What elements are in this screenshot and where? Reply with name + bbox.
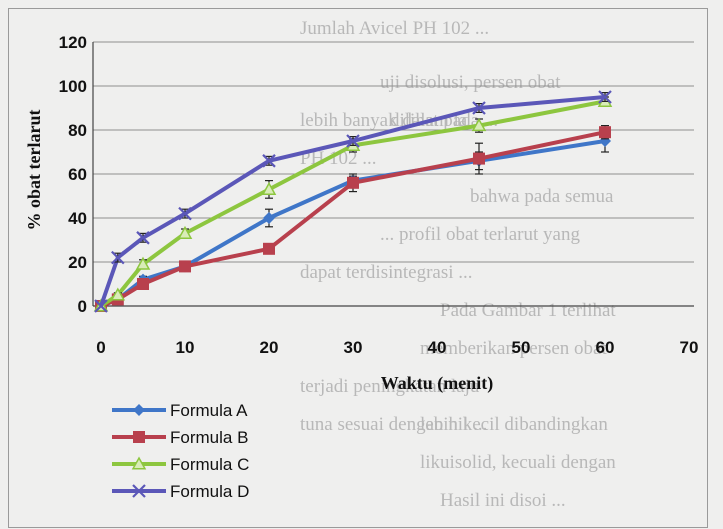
series-line: [99, 95, 606, 307]
y-tick-label: 0: [78, 297, 87, 316]
data-point: [111, 250, 125, 265]
marker-stroke: [178, 206, 192, 221]
x-tick-label: 0: [96, 338, 105, 357]
legend-item: Formula A: [112, 401, 248, 420]
legend-label: Formula C: [170, 455, 249, 474]
marker-stroke: [598, 90, 612, 104]
data-point: [136, 231, 150, 245]
series-group: [93, 90, 613, 313]
legend-item: Formula B: [112, 428, 248, 447]
series-formula-c: [93, 93, 613, 312]
x-tick-label: 10: [176, 338, 195, 357]
y-tick-label: 80: [68, 121, 87, 140]
marker-stroke: [136, 231, 150, 245]
legend-item: Formula D: [112, 482, 249, 501]
legend-marker: [133, 404, 145, 416]
data-point: [178, 206, 192, 221]
data-point: [263, 242, 275, 255]
legend-item: Formula C: [112, 455, 249, 474]
legend-label: Formula A: [170, 401, 248, 420]
x-axis-label: Waktu (menit): [381, 373, 494, 394]
data-point: [472, 101, 486, 115]
data-point: [473, 152, 485, 165]
legend-label: Formula B: [170, 428, 248, 447]
legend-label: Formula D: [170, 482, 249, 501]
marker-stroke: [111, 250, 125, 265]
data-point: [471, 118, 487, 132]
data-point: [598, 90, 612, 104]
marker-stroke: [472, 101, 486, 115]
marker-stroke: [262, 154, 276, 168]
y-tick-label: 100: [59, 77, 87, 96]
x-tick-label: 20: [260, 338, 279, 357]
data-point: [135, 256, 151, 270]
x-tick-label: 50: [512, 338, 531, 357]
data-point: [179, 260, 191, 273]
series-line: [100, 139, 606, 308]
legend-marker: [132, 484, 146, 498]
data-point: [137, 278, 149, 290]
legend-marker: [133, 431, 145, 443]
series-line: [99, 99, 606, 308]
data-point: [599, 126, 611, 139]
y-axis-label: % obat terlarut: [24, 110, 44, 231]
data-point: [261, 181, 277, 195]
x-tick-labels: 0 10 20 30 40 50 60 70: [96, 338, 698, 357]
legend: Formula A Formula B Formula C Formula D: [112, 401, 249, 501]
data-point: [110, 287, 126, 301]
y-tick-label: 20: [68, 253, 87, 272]
x-tick-label: 30: [344, 338, 363, 357]
data-point: [346, 134, 360, 148]
x-tick-label: 70: [680, 338, 699, 357]
data-point: [347, 176, 359, 189]
gridlines: [92, 41, 694, 307]
x-tick-label: 60: [596, 338, 615, 357]
y-tick-labels: 0 20 40 60 80 100 120: [59, 33, 87, 316]
chart-frame: [8, 8, 708, 528]
y-tick-label: 120: [59, 33, 87, 52]
marker-stroke: [94, 299, 108, 313]
data-point: [263, 212, 275, 224]
marker-stroke: [132, 484, 146, 498]
series-formula-d: [94, 90, 612, 313]
x-tick-label: 40: [428, 338, 447, 357]
data-point: [177, 225, 193, 239]
y-tick-label: 60: [68, 165, 87, 184]
marker-stroke: [346, 134, 360, 148]
y-tick-label: 40: [68, 209, 87, 228]
data-point: [94, 299, 108, 313]
legend-marker: [131, 456, 147, 470]
data-point: [262, 154, 276, 168]
